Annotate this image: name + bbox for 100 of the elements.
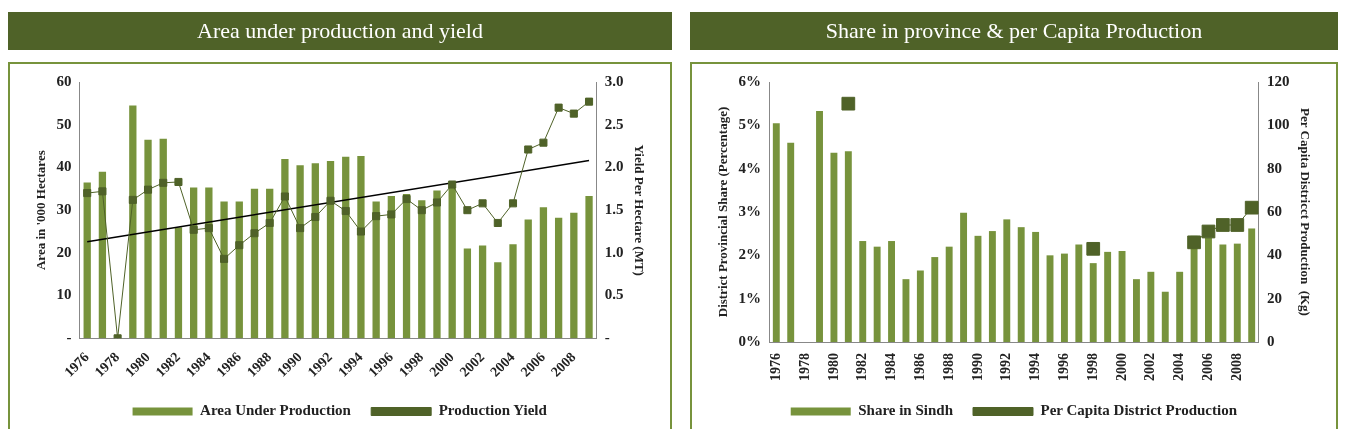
point <box>296 224 305 233</box>
bar <box>1089 263 1097 342</box>
x-tick-label: 1998 <box>1084 353 1100 381</box>
bar <box>816 111 823 342</box>
y2-tick-label: 2.5 <box>604 115 624 132</box>
bar <box>1032 231 1040 342</box>
point <box>1187 235 1201 250</box>
point <box>204 224 213 233</box>
y-tick-label: 4% <box>738 159 762 176</box>
y2-tick-label: 40 <box>1266 246 1282 263</box>
bar <box>1205 238 1212 342</box>
point <box>585 97 594 106</box>
bar <box>98 171 107 339</box>
bar <box>1161 291 1169 342</box>
y-tick-label: 2% <box>738 246 762 263</box>
point <box>1244 200 1259 215</box>
bar <box>1003 219 1011 342</box>
point <box>144 185 153 194</box>
y-tick-label: 0% <box>738 332 762 349</box>
point <box>250 229 259 238</box>
bar <box>129 105 137 339</box>
y-tick-label: 20 <box>56 243 72 260</box>
x-tick-label: 2006 <box>1200 353 1216 381</box>
y2-axis-title: Per Capita Districct Production (Kg) <box>1297 108 1313 316</box>
x-tick-label: 1986 <box>911 353 927 381</box>
y2-tick-label: 0 <box>1266 332 1275 349</box>
y-tick-label: 1% <box>738 289 762 306</box>
point <box>463 206 472 215</box>
bar <box>296 165 304 339</box>
bar <box>1233 243 1241 342</box>
bar <box>1104 251 1112 342</box>
bar <box>787 142 795 342</box>
x-tick-label: 1988 <box>940 353 956 381</box>
bar <box>387 196 395 339</box>
legend-label: Production Yield <box>438 402 548 419</box>
legend-label: Per Capita District Production <box>1040 402 1238 419</box>
point <box>539 138 548 147</box>
x-tick-label: 1990 <box>969 353 985 381</box>
point <box>326 196 335 205</box>
bar <box>159 138 167 339</box>
point <box>189 225 198 234</box>
chart-title: Share in province & per Capita Production <box>690 12 1338 50</box>
chart-title: Area under production and yield <box>8 12 672 50</box>
point <box>235 241 244 250</box>
y2-tick-label: - <box>604 329 610 346</box>
bar <box>902 279 910 342</box>
bar <box>1248 228 1256 342</box>
bar <box>250 188 259 339</box>
y-tick-label: 30 <box>56 201 72 218</box>
bar <box>83 182 91 339</box>
y-tick-label: 6% <box>738 72 762 89</box>
point <box>402 195 411 204</box>
bar <box>418 200 426 339</box>
legend-label: Share in Sindh <box>858 402 954 419</box>
y-axis-title: District Provincial Share (Percentage) <box>715 106 731 318</box>
y-tick-label: - <box>66 329 72 346</box>
point <box>83 189 92 198</box>
bar <box>888 241 896 342</box>
point <box>356 227 365 236</box>
x-tick-label: 2008 <box>1228 353 1244 381</box>
point <box>432 198 442 207</box>
point <box>311 212 320 222</box>
point <box>174 177 183 186</box>
point <box>448 180 457 189</box>
point <box>569 109 578 118</box>
y2-tick-label: 0.5 <box>604 286 624 303</box>
bar <box>830 152 838 342</box>
bar <box>1060 253 1068 342</box>
point <box>1086 241 1101 256</box>
x-tick-label: 1982 <box>854 353 870 381</box>
bar <box>433 190 441 339</box>
point <box>1216 218 1230 232</box>
y2-tick-label: 120 <box>1266 72 1290 89</box>
point <box>265 218 274 228</box>
bar <box>372 201 380 339</box>
point <box>478 199 487 208</box>
y2-tick-label: 1.0 <box>604 243 624 260</box>
x-tick-label: 1976 <box>767 353 783 381</box>
point <box>98 187 107 196</box>
point <box>159 178 168 187</box>
x-tick-label: 1980 <box>825 353 841 381</box>
point <box>1230 218 1245 232</box>
bar <box>1017 227 1025 342</box>
bar <box>1118 251 1126 342</box>
point <box>1201 224 1216 239</box>
bar <box>945 246 953 342</box>
bar <box>554 217 563 339</box>
y-tick-label: 60 <box>56 72 72 89</box>
bar <box>524 219 532 339</box>
bar <box>478 245 487 339</box>
bar <box>570 212 578 339</box>
bar <box>463 248 472 339</box>
bar <box>205 187 213 339</box>
legend-label: Area Under Production <box>200 402 352 419</box>
point <box>554 103 563 112</box>
x-tick-label: 2000 <box>1113 353 1129 381</box>
bar <box>916 270 924 342</box>
bar <box>1219 244 1227 342</box>
point <box>417 206 426 215</box>
y2-tick-label: 1.5 <box>604 201 624 218</box>
